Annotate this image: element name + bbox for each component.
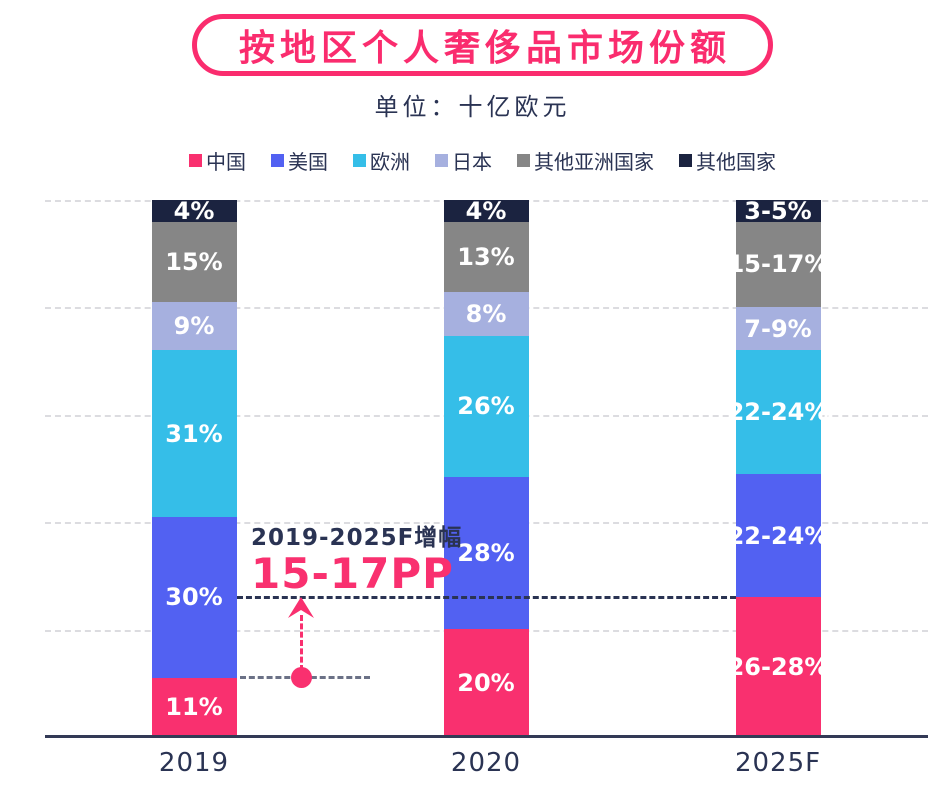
plot-area: 11% 30% 31% 9% 15% 4% 2019 20% 28% 26% 8% 13% 4% 2020… xyxy=(45,196,928,778)
segment-2020-中国: 20% xyxy=(443,628,529,737)
segment-value-label: 22-24% xyxy=(727,521,829,550)
segment-value-label: 26% xyxy=(457,392,515,421)
segment-2020-其他亚洲国家: 13% xyxy=(443,221,529,293)
legend-label: 美国 xyxy=(288,150,328,174)
legend-item-3: 日本 xyxy=(435,146,492,175)
segment-value-label: 4% xyxy=(173,196,215,225)
segment-2019-中国: 11% xyxy=(151,677,237,737)
segment-value-label: 22-24% xyxy=(727,398,829,427)
x-axis-line xyxy=(45,735,928,738)
segment-2019-美国: 30% xyxy=(151,516,237,678)
segment-value-label: 3-5% xyxy=(744,196,812,225)
segment-2025F-中国: 26-28% xyxy=(728,597,828,737)
up-arrow-icon xyxy=(288,597,314,618)
segment-2025F-日本: 7-9% xyxy=(735,307,821,351)
legend-item-0: 中国 xyxy=(189,146,246,175)
segment-value-label: 11% xyxy=(165,693,223,722)
chart-title-box: 按地区个人奢侈品市场份额 xyxy=(192,14,773,76)
legend-label: 日本 xyxy=(452,150,492,174)
segment-2019-欧洲: 31% xyxy=(151,350,237,517)
x-axis-label-2020: 2020 xyxy=(450,748,522,778)
legend-item-5: 其他国家 xyxy=(679,146,776,175)
segment-value-label: 28% xyxy=(457,538,515,567)
chart-title: 按地区个人奢侈品市场份额 xyxy=(238,28,731,69)
legend-label: 其他国家 xyxy=(696,150,776,174)
segment-value-label: 8% xyxy=(465,299,507,328)
annotation-value: 15-17PP xyxy=(251,549,454,598)
annotation-text: 2019-2025F增幅 15-17PP xyxy=(251,518,462,596)
legend-label: 其他亚洲国家 xyxy=(534,150,654,174)
segment-value-label: 20% xyxy=(457,668,515,697)
legend: 中国 美国 欧洲 日本 其他亚洲国家 其他国家 xyxy=(10,146,945,175)
segment-value-label: 31% xyxy=(165,419,223,448)
segment-value-label: 4% xyxy=(465,196,507,225)
annotation-origin-dot xyxy=(291,667,312,688)
legend-item-1: 美国 xyxy=(271,146,328,175)
annotation-target-dashed-line xyxy=(237,596,736,599)
x-axis-label-2019: 2019 xyxy=(158,748,230,778)
unit-subtitle: 单位：十亿欧元 xyxy=(374,93,571,121)
segment-2020-其他国家: 4% xyxy=(443,196,529,225)
legend-label: 欧洲 xyxy=(370,150,410,174)
segment-2020-美国: 28% xyxy=(443,476,529,629)
segment-value-label: 30% xyxy=(165,583,223,612)
legend-item-4: 其他亚洲国家 xyxy=(517,146,654,175)
legend-swatch-icon xyxy=(353,154,366,167)
x-axis-label-2025F: 2025F xyxy=(734,748,822,778)
segment-2020-欧洲: 26% xyxy=(443,335,529,477)
legend-swatch-icon xyxy=(517,154,530,167)
segment-2019-其他国家: 4% xyxy=(151,196,237,225)
segment-2025F-其他亚洲国家: 15-17% xyxy=(728,221,828,308)
segment-value-label: 13% xyxy=(457,242,515,271)
segment-2020-日本: 8% xyxy=(443,292,529,336)
segment-value-label: 7-9% xyxy=(744,314,812,343)
bar-2020: 20% 28% 26% 8% 13% 4% xyxy=(443,196,529,737)
legend-item-2: 欧洲 xyxy=(353,146,410,175)
segment-value-label: 26-28% xyxy=(727,653,829,682)
segment-2019-日本: 9% xyxy=(151,302,237,351)
bar-2025F: 26-28% 22-24% 22-24% 7-9% 15-17% 3-5% xyxy=(728,196,828,737)
annotation-heading: 2019-2025F增幅 xyxy=(251,525,463,551)
segment-value-label: 15% xyxy=(165,247,223,276)
legend-swatch-icon xyxy=(271,154,284,167)
legend-label: 中国 xyxy=(206,150,246,174)
annotation-growth-dashed-line xyxy=(300,615,303,671)
segment-2019-其他亚洲国家: 15% xyxy=(151,221,237,303)
segment-2025F-其他国家: 3-5% xyxy=(735,196,821,225)
legend-swatch-icon xyxy=(189,154,202,167)
segment-value-label: 9% xyxy=(173,312,215,341)
bar-2019: 11% 30% 31% 9% 15% 4% xyxy=(151,196,237,737)
segment-value-label: 15-17% xyxy=(727,250,829,279)
segment-2025F-美国: 22-24% xyxy=(728,473,828,598)
legend-swatch-icon xyxy=(435,154,448,167)
legend-swatch-icon xyxy=(679,154,692,167)
segment-2025F-欧洲: 22-24% xyxy=(728,350,828,474)
